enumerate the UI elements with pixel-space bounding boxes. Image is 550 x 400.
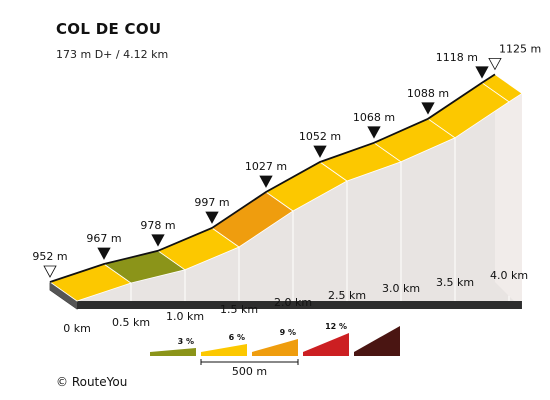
legend-swatch: [150, 348, 196, 356]
elevation-marker: [367, 126, 381, 139]
elevation-label: 1118 m: [436, 51, 478, 64]
elevation-label: 1088 m: [407, 87, 449, 100]
scale-bar-label: 500 m: [232, 365, 267, 378]
elevation-label: 1052 m: [299, 130, 341, 143]
chart-subtitle: 173 m D+ / 4.12 km: [56, 48, 169, 61]
copyright-footer: © RouteYou: [56, 375, 128, 389]
elevation-marker: [151, 234, 165, 247]
legend-swatch: [201, 344, 247, 356]
ground-base-left: [50, 282, 77, 309]
elevation-label: 967 m: [86, 232, 121, 245]
elevation-label: 952 m: [32, 250, 67, 263]
chart-title: COL DE COU: [56, 20, 162, 38]
elevation-marker: [259, 175, 273, 188]
elevation-marker: [43, 265, 57, 278]
x-tick-label: 0 km: [63, 322, 91, 335]
elevation-marker: [421, 102, 435, 115]
x-tick-label: 1.0 km: [166, 310, 204, 323]
right-end-cap: [494, 74, 522, 310]
elevation-marker: [205, 211, 219, 224]
x-tick-label: 1.5 km: [220, 303, 258, 316]
legend-label: 6 %: [229, 333, 245, 342]
front-wall: [77, 93, 522, 310]
ground-base-strip: [77, 301, 522, 309]
x-tick-label: 4.0 km: [490, 269, 528, 282]
elevation-label: 1125 m: [499, 42, 541, 55]
legend-label: 3 %: [178, 337, 194, 346]
elevation-label: 978 m: [140, 219, 175, 232]
x-tick-label: 3.0 km: [382, 282, 420, 295]
x-tick-label: 2.0 km: [274, 296, 312, 309]
ridge-line: [49, 73, 496, 283]
x-tick-label: 3.5 km: [436, 276, 474, 289]
elevation-marker: [488, 58, 502, 71]
elevation-marker: [475, 66, 489, 79]
legend-label: 12 %: [325, 322, 347, 331]
elevation-marker: [97, 247, 111, 260]
legend-swatch: [252, 339, 298, 356]
x-tick-label: 2.5 km: [328, 289, 366, 302]
elevation-label: 1068 m: [353, 111, 395, 124]
x-tick-label: 0.5 km: [112, 316, 150, 329]
legend-swatch: [354, 326, 400, 356]
legend-swatch: [303, 333, 349, 356]
legend-label: 9 %: [280, 328, 296, 337]
title-block: COL DE COU 173 m D+ / 4.12 km: [56, 20, 168, 61]
elevation-marker: [313, 145, 327, 158]
elevation-label: 1027 m: [245, 160, 287, 173]
elevation-label: 997 m: [194, 196, 229, 209]
